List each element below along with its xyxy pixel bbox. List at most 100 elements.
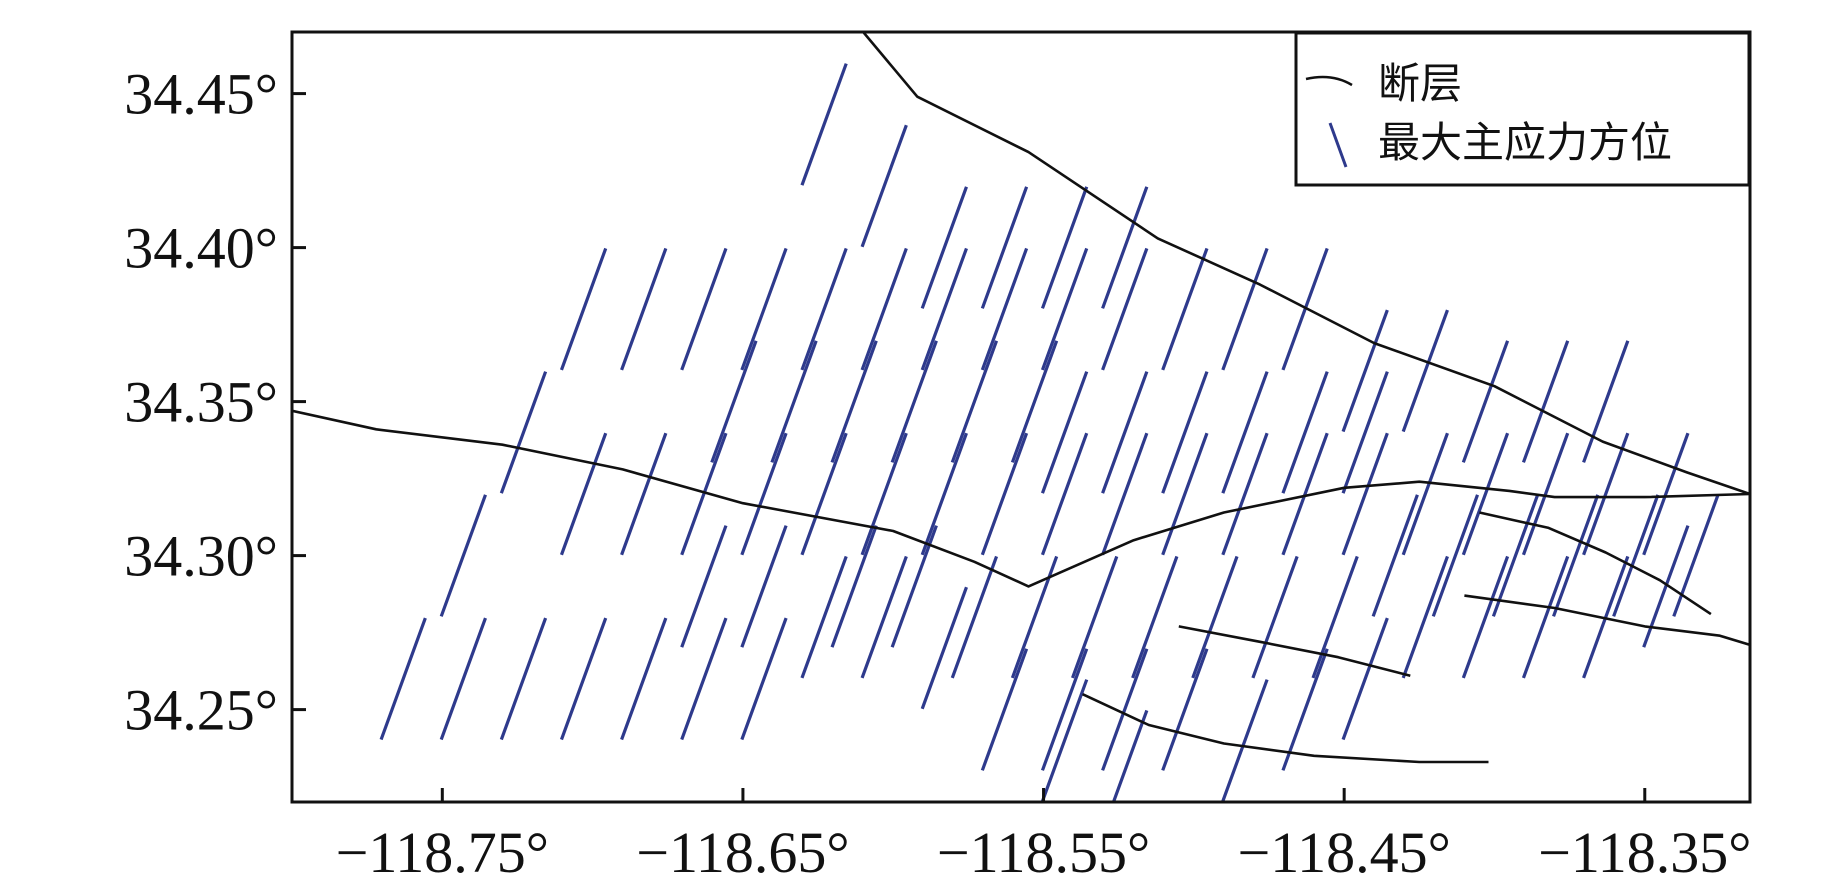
stress-bar-78 <box>710 340 758 463</box>
stress-bar-7 <box>800 555 848 679</box>
stress-bar-62 <box>1131 555 1179 679</box>
stress-bar-72 <box>1040 371 1089 494</box>
stress-bar-38 <box>860 247 908 371</box>
stress-bar-30 <box>1521 432 1570 556</box>
stress-bar-6 <box>740 617 788 741</box>
stress-bar-70 <box>1612 494 1660 617</box>
stress-bar-14 <box>559 432 608 556</box>
y-tick-label-0: 34.25° <box>124 678 278 743</box>
stress-bar-86 <box>680 525 728 648</box>
stress-bar-18 <box>800 432 848 556</box>
stress-bar-52 <box>860 124 908 248</box>
stress-bar-53 <box>920 186 968 309</box>
stress-bar-12 <box>1101 648 1149 771</box>
stress-bar-8 <box>860 555 908 679</box>
stress-bar-28 <box>1401 432 1449 556</box>
stress-bar-77 <box>1341 371 1389 494</box>
stress-bar-34 <box>620 247 668 371</box>
stress-bar-1 <box>439 617 487 741</box>
stress-bar-21 <box>980 432 1029 556</box>
stress-bar-67 <box>1431 494 1480 617</box>
fault-line-2 <box>1479 511 1712 616</box>
y-tick-label-4: 34.45° <box>124 62 278 127</box>
stress-bar-42 <box>1101 247 1149 371</box>
stress-bar-82 <box>950 340 999 463</box>
x-tick-label-1: −118.65° <box>636 820 849 878</box>
stress-bar-25 <box>1221 432 1269 556</box>
stress-orientation-layer <box>379 63 1720 802</box>
stress-bar-4 <box>620 617 668 741</box>
stress-bar-32 <box>1642 432 1690 556</box>
stress-bar-94 <box>1461 555 1510 679</box>
stress-bar-37 <box>800 247 848 371</box>
stress-bar-24 <box>1161 432 1209 556</box>
stress-bar-76 <box>1281 371 1329 494</box>
stress-bar-83 <box>1010 340 1059 463</box>
stress-bar-10 <box>980 648 1029 771</box>
stress-bar-0 <box>379 617 427 741</box>
fault-line-0 <box>862 32 1750 496</box>
stress-bar-9 <box>920 586 968 710</box>
stress-bar-63 <box>1191 555 1239 679</box>
x-axis: −118.75° −118.65° −118.55° −118.45° −118.35° <box>336 788 1751 878</box>
stress-bar-20 <box>920 432 968 556</box>
stress-bar-48 <box>1461 340 1510 463</box>
fault-layer <box>292 32 1750 764</box>
stress-bar-65 <box>1311 555 1359 679</box>
plot-frame <box>290 30 1752 804</box>
stress-bar-40 <box>980 247 1029 371</box>
stress-bar-44 <box>1221 247 1269 371</box>
x-tick-label-2: −118.55° <box>937 820 1150 878</box>
stress-bar-11 <box>1040 648 1089 771</box>
fault-line-4 <box>1464 594 1750 647</box>
legend-stress-label: 最大主应力方位 <box>1378 120 1672 167</box>
stress-bar-92 <box>1341 617 1389 741</box>
stress-bar-66 <box>1371 494 1419 617</box>
stress-bar-69 <box>1552 494 1600 617</box>
stress-bar-16 <box>680 432 728 556</box>
stress-bar-5 <box>680 617 728 741</box>
y-tick-label-2: 34.35° <box>124 370 278 435</box>
stress-bar-15 <box>620 432 668 556</box>
stress-bar-39 <box>920 247 968 371</box>
fault-line-5 <box>1082 693 1489 764</box>
stress-bar-64 <box>1251 555 1299 679</box>
y-tick-label-1: 34.30° <box>124 524 278 589</box>
y-axis: 34.25° 34.30° 34.35° 34.40° 34.45° <box>124 62 306 743</box>
stress-bar-45 <box>1281 247 1329 371</box>
legend-box <box>1294 31 1751 187</box>
stress-bar-3 <box>559 617 608 741</box>
stress-bar-74 <box>1161 371 1209 494</box>
stress-bar-89 <box>1111 709 1149 802</box>
stress-bar-31 <box>1582 432 1630 556</box>
stress-bar-49 <box>1521 340 1570 463</box>
fault-line-3 <box>1178 625 1411 677</box>
stress-bar-88 <box>1040 679 1089 802</box>
fault-line-1 <box>292 409 1750 588</box>
stress-bar-61 <box>1071 555 1119 679</box>
stress-bar-27 <box>1341 432 1389 556</box>
stress-bar-90 <box>1221 679 1269 802</box>
stress-bar-80 <box>830 340 878 463</box>
stress-bar-81 <box>890 340 938 463</box>
stress-bar-33 <box>559 247 608 371</box>
stress-bar-36 <box>740 247 788 371</box>
stress-bar-57 <box>830 525 878 648</box>
stress-bar-41 <box>1040 247 1089 371</box>
stress-bar-71 <box>1672 494 1720 617</box>
stress-bar-2 <box>499 617 548 741</box>
stress-bar-85 <box>439 494 487 617</box>
legend-stress-symbol <box>1328 122 1348 168</box>
legend-fault-symbol <box>1305 75 1353 87</box>
stress-bar-50 <box>1582 340 1630 463</box>
stress-bar-93 <box>1401 555 1449 679</box>
stress-bar-23 <box>1101 432 1149 556</box>
legend-fault-label: 断层 <box>1378 62 1462 108</box>
stress-bar-51 <box>800 63 848 186</box>
stress-bar-13 <box>1161 648 1209 771</box>
stress-bar-29 <box>1461 432 1510 556</box>
stress-bar-87 <box>740 525 788 648</box>
stress-bar-19 <box>860 432 908 556</box>
stress-bar-56 <box>1101 186 1149 309</box>
